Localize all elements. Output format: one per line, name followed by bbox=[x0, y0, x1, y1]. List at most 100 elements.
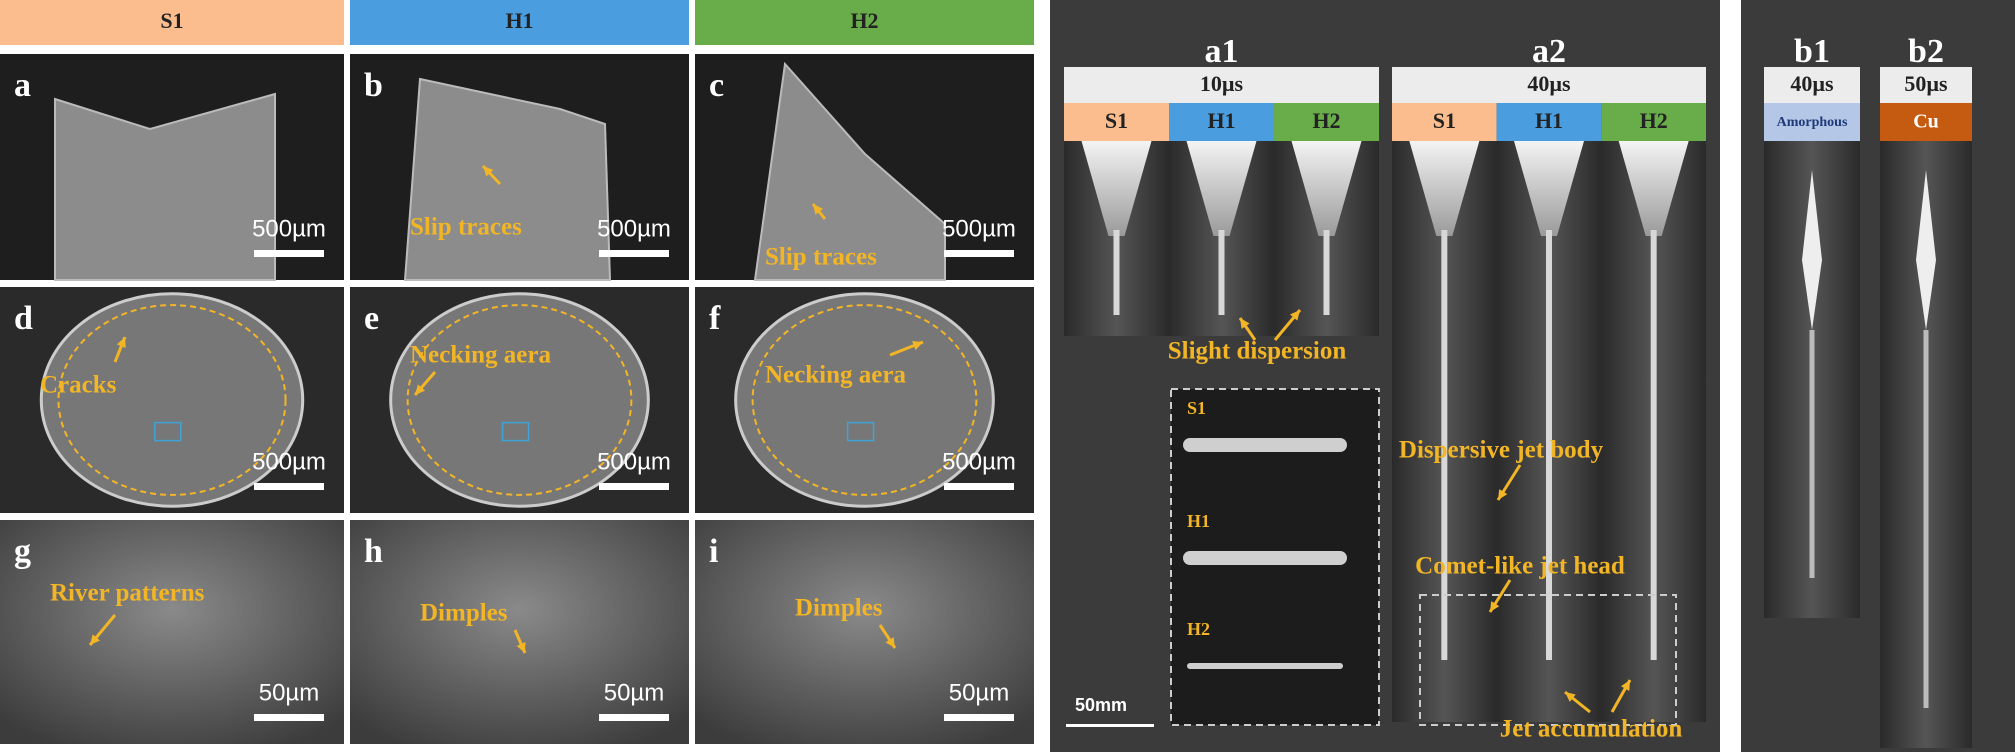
annotation: Dimples bbox=[795, 595, 883, 622]
scale-bar bbox=[254, 250, 324, 257]
sample-header: H1 bbox=[1535, 108, 1563, 133]
annotation: Slight dispersion bbox=[1168, 338, 1347, 365]
scale-bar-label: 50µm bbox=[259, 679, 320, 706]
fracture-surface bbox=[39, 292, 305, 508]
scale-bar bbox=[254, 483, 324, 490]
liner bbox=[1514, 141, 1584, 236]
arrow-head bbox=[415, 384, 426, 395]
specimen bbox=[54, 92, 276, 281]
scale-bar-label: 50µm bbox=[949, 679, 1010, 706]
scale-bar-label: 500µm bbox=[252, 448, 326, 475]
scale-bar bbox=[254, 714, 324, 721]
arrow-head bbox=[1620, 680, 1630, 691]
sample-header: H2 bbox=[1312, 108, 1340, 133]
time-header: 50µs bbox=[1904, 71, 1948, 96]
sample-header: H1 bbox=[1207, 108, 1235, 133]
sample-header-bg bbox=[1601, 103, 1706, 141]
material-header: Cu bbox=[1913, 111, 1939, 133]
time-header: 40µs bbox=[1527, 71, 1571, 96]
scale-bar-label: 500µm bbox=[597, 215, 671, 242]
annotation: Dispersive jet body bbox=[1399, 437, 1604, 464]
necking-outline bbox=[406, 304, 633, 496]
annotation: Comet-like jet head bbox=[1415, 553, 1625, 580]
scale-bar bbox=[944, 714, 1014, 721]
arrow-head bbox=[1565, 692, 1576, 702]
column-header: H2 bbox=[850, 8, 878, 33]
arrow-head bbox=[1240, 318, 1250, 329]
necking-outline bbox=[751, 304, 978, 496]
scale-bar-label: 500µm bbox=[942, 215, 1016, 242]
annotation: River patterns bbox=[50, 580, 205, 607]
fracture-surface bbox=[389, 292, 650, 508]
sample-header-bg bbox=[1064, 103, 1169, 141]
panel-label: b bbox=[364, 67, 383, 104]
annotation: Dimples bbox=[420, 600, 508, 627]
time-header-bg bbox=[1880, 67, 1972, 103]
time-header-bg bbox=[1392, 67, 1706, 103]
arrow-head bbox=[1490, 601, 1500, 612]
sample-header-bg bbox=[1169, 103, 1274, 141]
scale-bar bbox=[599, 250, 669, 257]
annotation: Necking aera bbox=[765, 362, 906, 389]
specimen bbox=[403, 77, 612, 281]
sample-header-bg bbox=[1392, 103, 1497, 141]
material-header: Amorphous bbox=[1777, 115, 1848, 130]
zoom-box bbox=[501, 421, 530, 442]
arrow-head bbox=[516, 642, 526, 653]
sem-image bbox=[695, 520, 1034, 744]
jet-head bbox=[1802, 170, 1822, 330]
panel-label: c bbox=[709, 67, 724, 104]
annotation: Jet accumulation bbox=[1500, 716, 1683, 743]
arrow-head bbox=[116, 337, 126, 348]
scale-bar-label: 500µm bbox=[252, 215, 326, 242]
panel-label: g bbox=[14, 533, 31, 570]
zoom-box bbox=[846, 421, 875, 442]
panel-label: e bbox=[364, 300, 379, 337]
specimen bbox=[753, 61, 946, 281]
inset-label: S1 bbox=[1187, 398, 1206, 418]
scale-bar bbox=[1066, 724, 1154, 727]
scale-bar-label: 500µm bbox=[942, 448, 1016, 475]
jet-head bbox=[1916, 170, 1936, 330]
scale-bar-label: 50mm bbox=[1075, 695, 1127, 715]
liner bbox=[1618, 141, 1689, 236]
sample-header-bg bbox=[1274, 103, 1379, 141]
panel-label: d bbox=[14, 300, 33, 337]
sample-header: H2 bbox=[1640, 108, 1668, 133]
panel-label: b2 bbox=[1908, 33, 1944, 70]
panel-label: i bbox=[709, 533, 718, 570]
sample-header-bg bbox=[1496, 103, 1602, 141]
material-header-bg bbox=[1880, 103, 1972, 141]
column-header-bg bbox=[695, 0, 1034, 45]
annotation: Cracks bbox=[40, 372, 117, 399]
arrow-head bbox=[912, 341, 923, 351]
panel-label: b1 bbox=[1794, 33, 1830, 70]
scale-bar bbox=[944, 483, 1014, 490]
liner bbox=[1291, 141, 1362, 236]
inset-label: H1 bbox=[1187, 511, 1210, 531]
column-header: S1 bbox=[160, 8, 183, 33]
panel-label: a1 bbox=[1205, 33, 1239, 70]
inset-label: H2 bbox=[1187, 619, 1210, 639]
time-header-bg bbox=[1064, 67, 1379, 103]
sem-image bbox=[350, 520, 689, 744]
scale-bar-label: 500µm bbox=[597, 448, 671, 475]
zoom-box bbox=[154, 421, 182, 442]
liner bbox=[1186, 141, 1257, 236]
material-header-bg bbox=[1764, 103, 1860, 141]
annotation: Necking aera bbox=[410, 342, 551, 369]
sem-image bbox=[0, 520, 344, 744]
scale-bar bbox=[599, 483, 669, 490]
liner bbox=[1409, 141, 1480, 236]
panel-label: f bbox=[709, 300, 721, 337]
scale-bar-label: 50µm bbox=[604, 679, 665, 706]
time-header: 40µs bbox=[1790, 71, 1834, 96]
time-header-bg bbox=[1764, 67, 1860, 103]
panel-label: h bbox=[364, 533, 383, 570]
scale-bar bbox=[944, 250, 1014, 257]
panel-label: a bbox=[14, 67, 31, 104]
annotation: Slip traces bbox=[410, 214, 522, 241]
annotation: Slip traces bbox=[765, 244, 877, 271]
arrow-head bbox=[885, 637, 895, 648]
